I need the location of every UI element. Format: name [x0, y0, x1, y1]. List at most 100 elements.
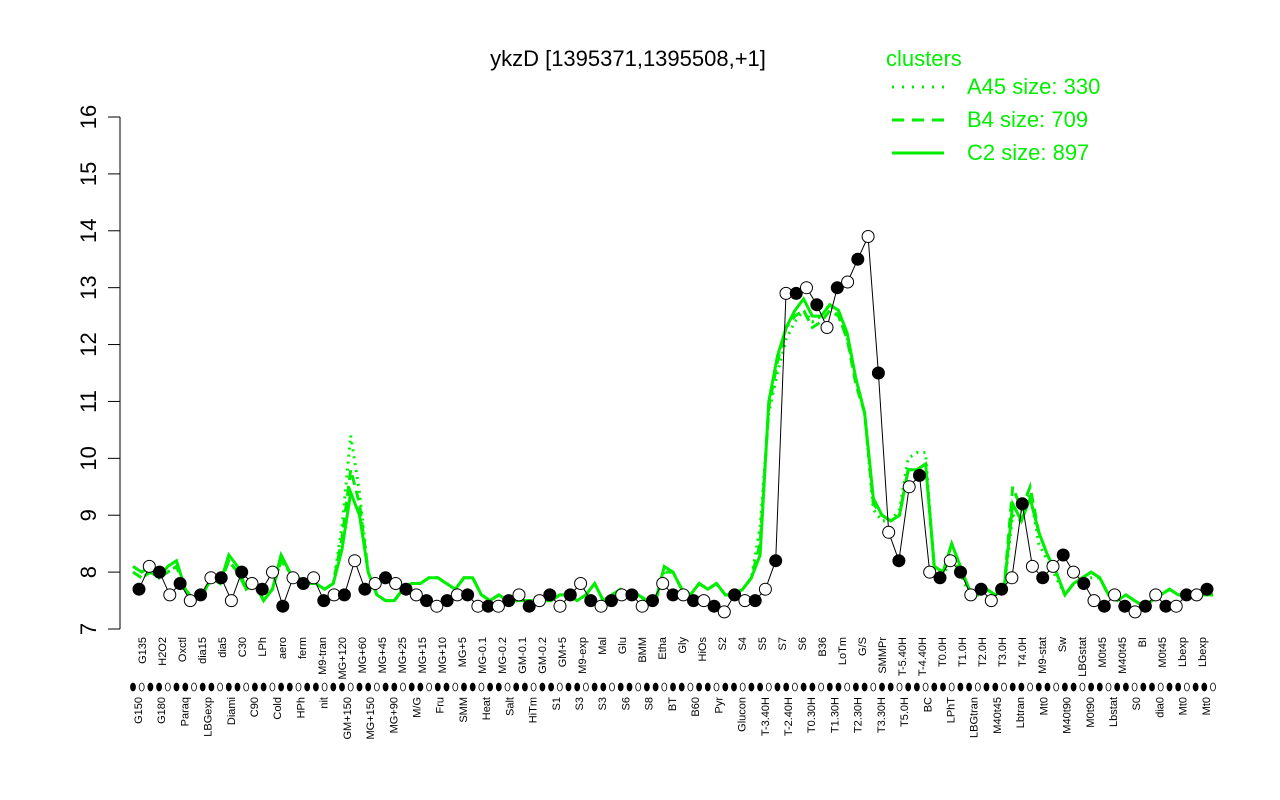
data-point: [830, 281, 844, 295]
x-tick-label-bottom: BT: [667, 697, 679, 711]
rug-mark: [1096, 682, 1103, 692]
data-point: [1025, 559, 1039, 573]
x-tick-label-top: M0t45: [1157, 637, 1169, 668]
x-tick-label-bottom: HiTm: [528, 697, 540, 723]
x-tick-label-top: LPh: [257, 637, 269, 657]
rug-mark: [1114, 682, 1121, 692]
x-tick-label-top: MG-0.1: [477, 637, 489, 674]
rug-mark: [487, 682, 494, 692]
data-point: [769, 554, 783, 568]
data-point: [368, 577, 382, 590]
x-tick-label-bottom: S6: [621, 697, 633, 710]
rug-mark: [696, 682, 702, 692]
rug-mark: [818, 682, 824, 692]
data-point: [943, 554, 957, 568]
x-tick-label-top: GM+5: [557, 637, 569, 667]
x-tick-label-bottom: Mt0: [1038, 697, 1050, 715]
rug-mark: [574, 682, 581, 692]
rug-mark: [426, 682, 433, 692]
rug-mark: [826, 682, 833, 692]
data-point: [789, 286, 803, 300]
rug-mark: [974, 682, 981, 692]
rug-mark: [1009, 682, 1016, 692]
rug-mark: [548, 682, 554, 692]
rug-mark: [191, 682, 197, 692]
rug-mark: [853, 682, 859, 692]
x-tick-label-top: T1.0H: [957, 637, 969, 667]
data-point: [214, 571, 228, 585]
rug-mark: [1035, 682, 1042, 692]
x-tick-label-bottom: S0: [1131, 697, 1143, 710]
rug-mark: [600, 682, 607, 692]
rug-mark: [591, 682, 598, 692]
data-point: [697, 594, 711, 608]
rug-mark: [269, 682, 276, 692]
x-tick-label-top: C30: [237, 637, 249, 657]
rug-mark: [992, 682, 999, 692]
rug-mark: [356, 682, 363, 692]
x-tick-label-top: MG+15: [417, 637, 429, 673]
data-point: [604, 594, 618, 608]
x-tick-label-bottom: M40t45: [992, 697, 1004, 734]
legend-title: clusters: [886, 46, 962, 71]
x-tick-label-bottom: G150: [133, 697, 145, 724]
data-point: [235, 565, 249, 579]
rug-mark: [130, 682, 136, 692]
data-point: [183, 594, 197, 608]
rug-mark: [914, 682, 920, 692]
rug-mark: [879, 682, 885, 692]
x-tick-label-top: M9-exp: [577, 637, 589, 674]
x-tick-label-top: BI: [1137, 637, 1149, 647]
rug-mark: [931, 682, 938, 692]
y-tick-label: 14: [76, 219, 101, 243]
rug-mark: [609, 682, 615, 692]
rug-mark: [304, 682, 311, 692]
y-tick-label: 15: [76, 162, 101, 186]
rug-mark: [966, 682, 972, 692]
rug-mark: [1001, 682, 1007, 692]
data-point: [1190, 588, 1204, 602]
x-tick-label-top: dia5: [217, 637, 229, 658]
data-point: [800, 281, 813, 295]
rug-mark: [687, 682, 694, 692]
rug-mark: [835, 682, 842, 692]
rug-mark: [565, 682, 572, 692]
rug-mark: [382, 682, 389, 692]
data-point: [286, 571, 300, 585]
x-tick-label-top: LBGstat: [1077, 637, 1089, 677]
rug-mark: [800, 682, 807, 692]
rug-mark: [1166, 682, 1173, 692]
y-tick-label: 8: [76, 566, 101, 578]
x-tick-label-bottom: dia0: [1155, 697, 1167, 718]
rug-mark: [1175, 682, 1182, 692]
x-tick-label-bottom: Paraq: [179, 697, 191, 726]
x-tick-label-top: S4: [737, 637, 749, 650]
data-point: [995, 582, 1009, 596]
data-point: [1200, 582, 1214, 596]
rug-mark: [461, 682, 467, 692]
rug-mark: [469, 682, 476, 692]
rug-mark: [312, 682, 319, 692]
rug-mark: [513, 682, 520, 692]
x-tick-label-bottom: Lbstat: [1108, 697, 1120, 727]
x-tick-label-top: Mal: [597, 637, 609, 655]
x-tick-label-top: MG+25: [397, 637, 409, 673]
x-tick-label-top: Gly: [677, 637, 689, 654]
x-tick-label-top: M40t45: [1117, 637, 1129, 674]
x-tick-label-top: S2: [717, 637, 729, 650]
x-tick-label-top: M9-stat: [1037, 637, 1049, 674]
rug-mark: [1027, 682, 1033, 692]
x-tick-label-bottom: GM+150: [342, 697, 354, 740]
y-tick-label: 13: [76, 275, 101, 299]
rug-mark: [434, 682, 441, 692]
data-point: [142, 559, 156, 573]
data-point: [1077, 577, 1091, 590]
x-tick-label-bottom: M/G: [412, 697, 424, 718]
data-point: [1087, 594, 1101, 608]
rug-mark: [208, 682, 215, 692]
rug-mark: [156, 682, 163, 692]
rug-mark: [339, 682, 345, 692]
x-tick-label-bottom: Lbtran: [1015, 697, 1027, 728]
data-point: [276, 599, 290, 613]
rug-mark: [234, 682, 241, 692]
